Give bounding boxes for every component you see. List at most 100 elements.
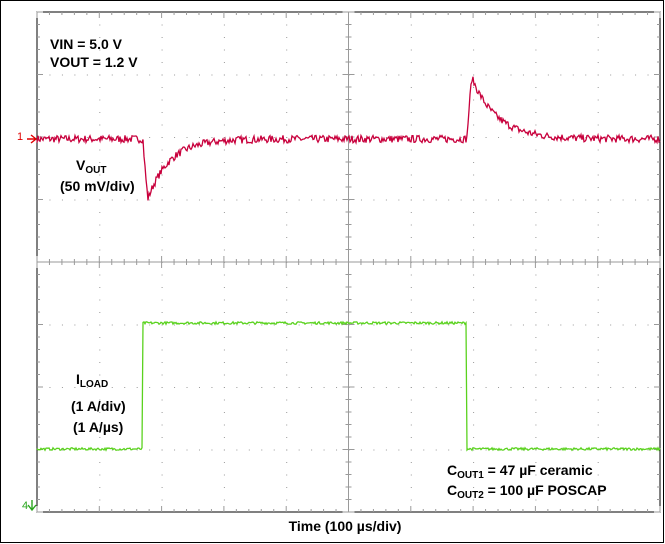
grid-dot [323, 387, 325, 388]
grid-dot [74, 199, 76, 201]
grid-dot [610, 324, 612, 326]
grid-dot [398, 449, 400, 451]
grid-dot [273, 74, 275, 76]
grid-dot [597, 412, 599, 413]
grid-dot [385, 387, 387, 388]
grid-dot [398, 387, 400, 388]
grid-dot [49, 74, 51, 76]
grid-dot [161, 312, 163, 313]
grid-dot [223, 287, 225, 288]
cout2-main: C [447, 482, 458, 498]
grid-dot [473, 324, 475, 326]
grid-dot [373, 449, 375, 451]
grid-dot [435, 324, 437, 326]
grid-dot [597, 374, 599, 376]
grid-dot [448, 199, 450, 201]
grid-dot [236, 387, 238, 388]
grid-dot [161, 224, 163, 226]
grid-dot [410, 499, 412, 501]
grid-dot [248, 74, 250, 76]
cout1-annotation: COUT1 = 47 µF ceramic [447, 462, 593, 481]
grid-dot [373, 199, 375, 201]
grid-dot [510, 324, 512, 326]
grid-dot [223, 24, 225, 26]
grid-dot [86, 324, 88, 326]
grid-dot [635, 137, 637, 138]
grid-dot [410, 212, 412, 213]
grid-dot [99, 487, 101, 488]
grid-dot [597, 212, 599, 213]
grid-dot [61, 449, 63, 451]
grid-dot [473, 487, 475, 488]
grid-dot [99, 24, 101, 26]
grid-dot [298, 324, 300, 326]
grid-dot [460, 137, 462, 138]
grid-dot [423, 137, 425, 138]
grid-dot [99, 49, 101, 51]
grid-dot [410, 487, 412, 488]
grid-dot [336, 199, 338, 201]
ch1-label-main: V [76, 157, 86, 173]
grid-dot [99, 224, 101, 226]
grid-dot [286, 474, 288, 476]
vout-trace [36, 76, 661, 201]
grid-dot [111, 137, 113, 138]
cout2-sub: OUT2 [457, 490, 484, 501]
grid-dot [161, 337, 163, 338]
grid-dot [547, 449, 549, 451]
grid-dot [410, 74, 412, 76]
x-axis-label: Time (100 µs/div) [288, 518, 402, 534]
grid-dot [198, 449, 200, 451]
grid-dot [535, 112, 537, 113]
grid-dot [585, 387, 587, 388]
grid-dot [647, 449, 649, 451]
grid-dot [223, 487, 225, 488]
grid-dot [473, 349, 475, 351]
grid-dot [485, 137, 487, 138]
grid-dot [635, 324, 637, 326]
grid-dot [211, 387, 213, 388]
grid-dot [597, 112, 599, 113]
grid-dot [360, 387, 362, 388]
grid-dot [236, 449, 238, 451]
grid-dot [161, 437, 163, 438]
grid-dot [410, 149, 412, 151]
grid-dot [298, 199, 300, 201]
grid-dot [111, 74, 113, 76]
grid-dot [373, 74, 375, 76]
grid-dot [99, 124, 101, 126]
grid-dot [186, 324, 188, 326]
grid-dot [223, 299, 225, 301]
grid-dot [473, 499, 475, 501]
grid-dot [410, 62, 412, 63]
grid-dot [161, 249, 163, 251]
grid-dot [572, 324, 574, 326]
grid-dot [535, 137, 537, 138]
grid-dot [286, 312, 288, 313]
grid-dot [161, 374, 163, 376]
grid-dot [161, 24, 163, 26]
grid-dot [136, 324, 138, 326]
cout1-rest: = 47 µF ceramic [483, 462, 593, 478]
grid-dot [423, 199, 425, 201]
grid-dot [473, 74, 475, 76]
grid-dot [61, 387, 63, 388]
grid-dot [161, 237, 163, 238]
grid-dot [473, 362, 475, 363]
grid-dot [111, 199, 113, 201]
grid-dot [535, 374, 537, 376]
grid-dot [498, 324, 500, 326]
grid-dot [535, 287, 537, 288]
grid-dot [597, 237, 599, 238]
grid-dot [223, 412, 225, 413]
grid-dot [473, 337, 475, 338]
grid-dot [498, 199, 500, 201]
grid-dot [360, 199, 362, 201]
grid-dot [286, 212, 288, 213]
grid-dot [398, 324, 400, 326]
ch1-marker-arrow [27, 134, 38, 144]
grid-dot [286, 337, 288, 338]
grid-dot [460, 199, 462, 201]
grid-dot [473, 124, 475, 126]
grid-dot [473, 224, 475, 226]
